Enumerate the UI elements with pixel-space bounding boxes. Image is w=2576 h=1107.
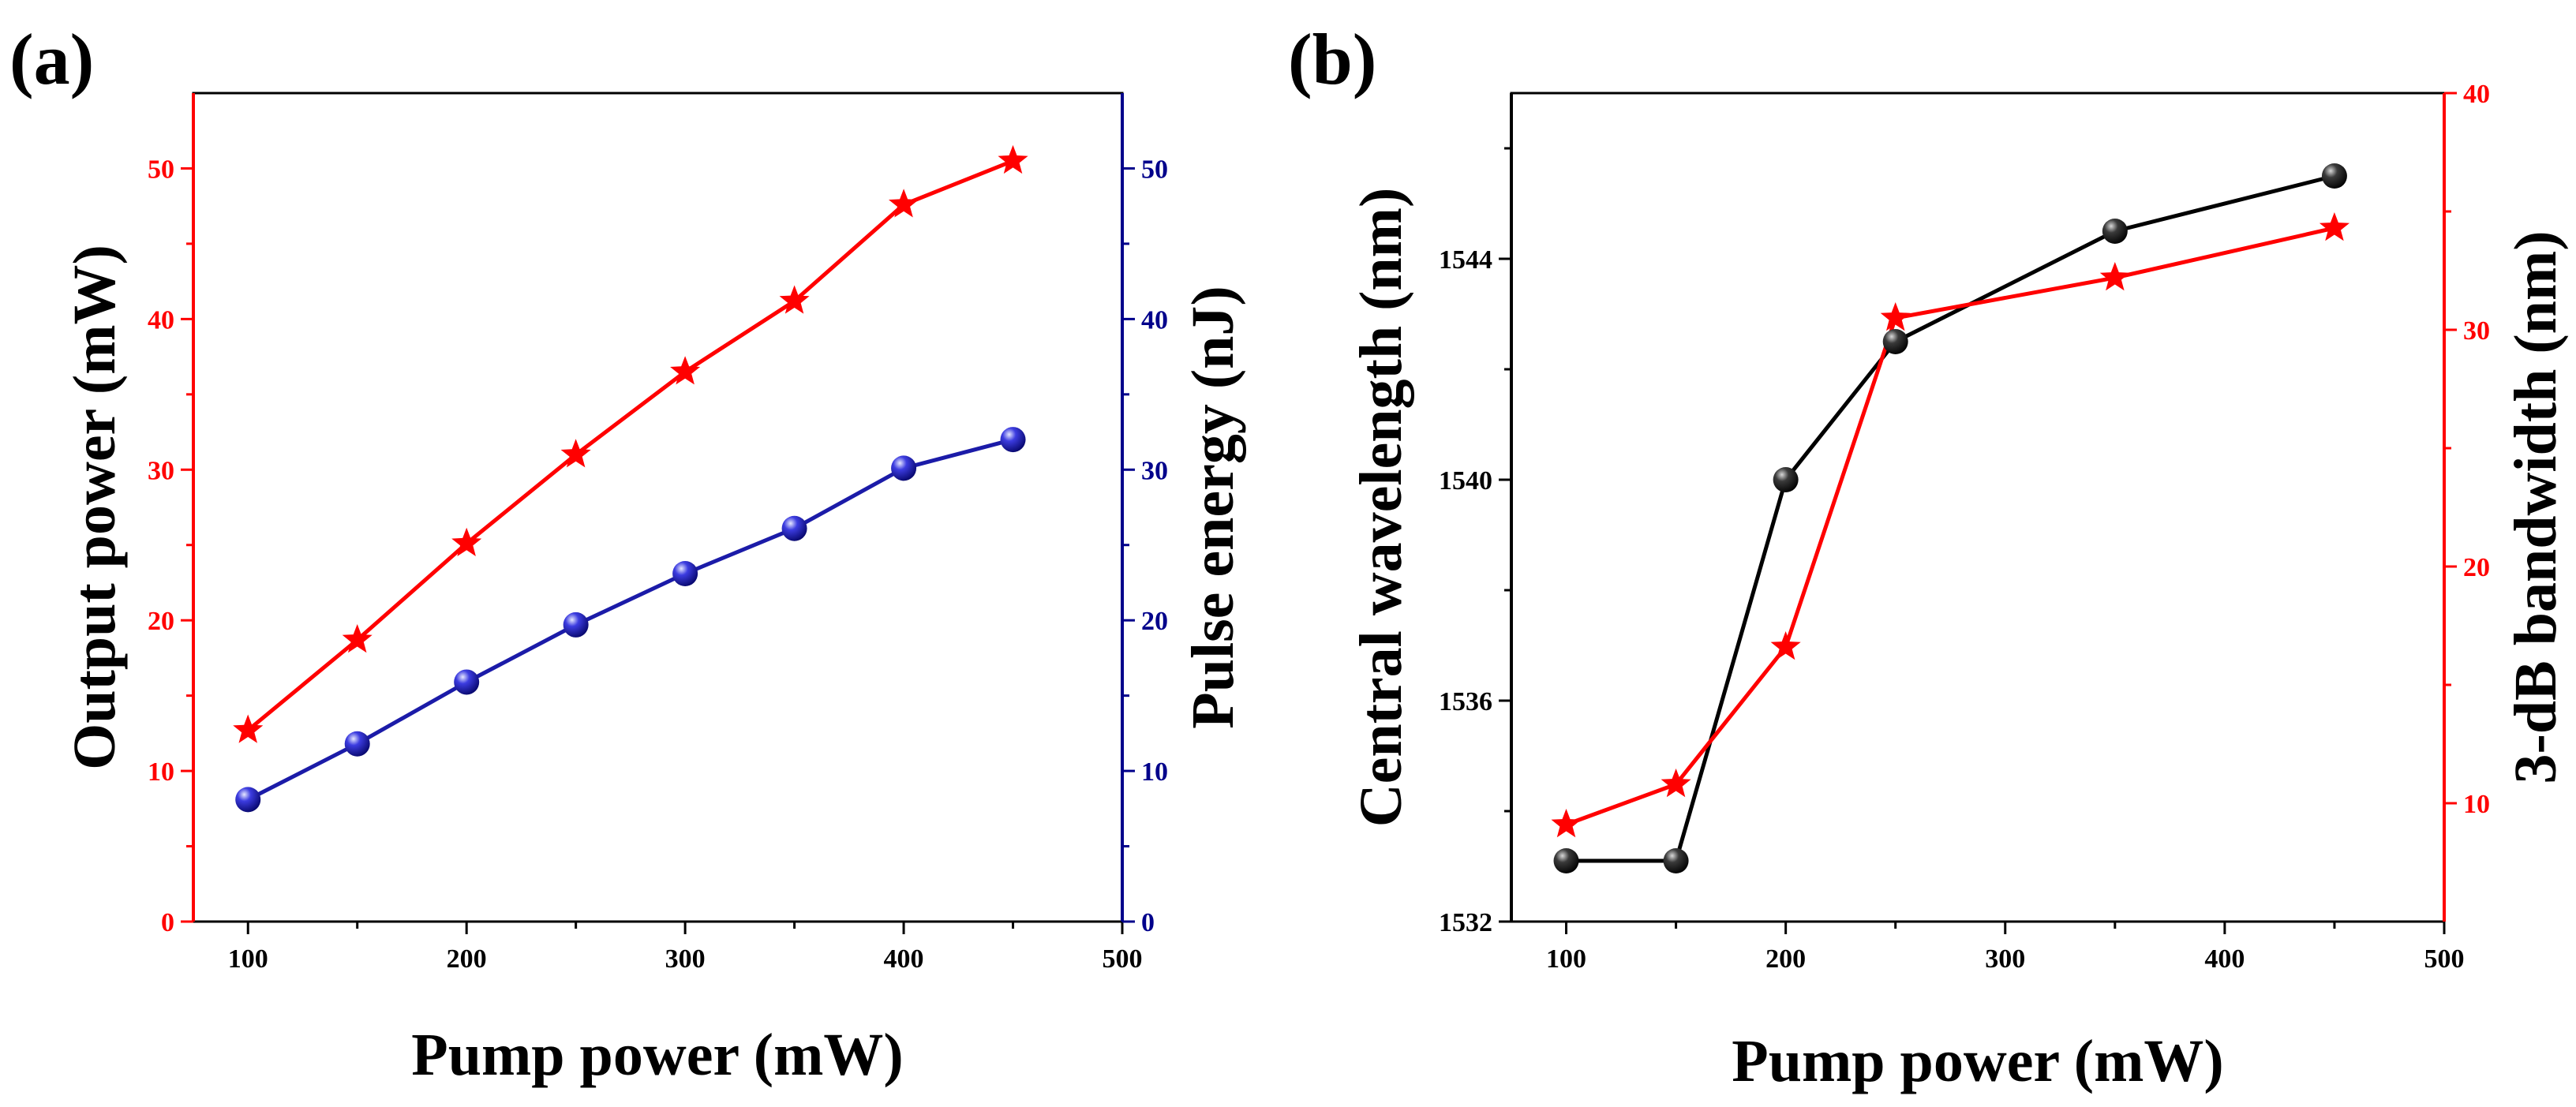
y2-tick-label: 20 [2463, 553, 2490, 582]
y-tick-label: 30 [148, 456, 174, 485]
chart-a: (a) 100 200 300 400 500 0 10 20 30 40 50 0 10 20 30 4… [9, 19, 1246, 1088]
panel-label-b: (b) [1288, 19, 1376, 99]
data-point-ball [235, 787, 261, 813]
y-tick-label: 1536 [1439, 687, 1492, 716]
x-ticks-a: 100 200 300 400 500 [228, 922, 1143, 974]
data-point-star [889, 189, 919, 218]
x-axis-title-b: Pump power (mW) [1732, 1028, 2223, 1094]
y2-axis-title-a: Pulse energy (nJ) [1180, 286, 1246, 728]
series-line-central-wavelength [1566, 174, 2335, 863]
chart-b: (b) 100 200 300 400 500 1532 1536 1540 1544 10 2… [1288, 19, 2569, 1094]
x-tick-label: 400 [2204, 944, 2245, 974]
data-point-star [670, 356, 701, 385]
series-line-output-power [246, 159, 1014, 732]
y-tick-label: 0 [161, 908, 174, 937]
data-point-star [1661, 769, 1691, 798]
data-point-ball [2321, 163, 2347, 189]
x-tick-label: 500 [2424, 944, 2465, 974]
series-markers-a [233, 144, 1028, 813]
y-tick-label: 10 [148, 757, 174, 787]
data-point-ball [344, 731, 370, 757]
x-tick-label: 300 [665, 944, 706, 974]
y-tick-label: 1532 [1439, 908, 1492, 937]
y2-tick-label: 30 [1141, 456, 1168, 485]
data-point-star [779, 285, 810, 314]
x-ticks-b: 100 200 300 400 500 [1546, 922, 2465, 974]
series-line-3-db-bandwidth [1565, 226, 2335, 827]
y2-ticks-b: 10 20 30 40 [2444, 80, 2490, 819]
panel-label-a: (a) [9, 19, 94, 99]
data-point-ball [1663, 848, 1689, 873]
data-point-star [451, 527, 482, 556]
data-point-ball [1773, 467, 1799, 492]
data-point-star [2319, 212, 2349, 241]
data-point-ball [1553, 848, 1579, 873]
plot-frame-a [192, 92, 1124, 923]
data-point-ball [781, 515, 807, 541]
y2-tick-label: 20 [1141, 607, 1168, 636]
series-line-pulse-energy [247, 437, 1014, 802]
data-point-star [233, 714, 264, 743]
data-point-ball [1000, 427, 1026, 453]
y-tick-label: 1540 [1439, 466, 1492, 496]
y-tick-label: 40 [148, 305, 174, 335]
x-tick-label: 200 [1765, 944, 1806, 974]
y-tick-label: 20 [148, 607, 174, 636]
y-ticks-a: 0 10 20 30 40 50 [148, 155, 193, 937]
y2-axis-title-b: 3-dB bandwidth (nm) [2503, 230, 2569, 784]
y2-tick-label: 30 [2463, 316, 2490, 346]
y2-tick-label: 40 [2463, 80, 2490, 109]
x-tick-label: 400 [884, 944, 924, 974]
series-lines-a [246, 159, 1014, 802]
data-point-ball [891, 455, 917, 481]
x-axis-title-a: Pump power (mW) [411, 1022, 903, 1088]
data-point-star [342, 624, 373, 653]
data-point-star [1880, 302, 1911, 331]
y2-tick-label: 50 [1141, 155, 1168, 184]
y-axis-title-a: Output power (mW) [62, 245, 128, 770]
y-ticks-b: 1532 1536 1540 1544 [1439, 147, 1511, 937]
series-markers-b [1551, 163, 2349, 873]
data-point-ball [672, 561, 698, 586]
x-tick-label: 100 [228, 944, 268, 974]
x-tick-label: 300 [1985, 944, 2025, 974]
series-lines-b [1565, 174, 2335, 863]
data-point-ball [1882, 329, 1908, 354]
y-axis-title-b: Central wavelength (nm) [1348, 188, 1414, 828]
y2-tick-label: 10 [1141, 757, 1168, 787]
x-tick-label: 200 [447, 944, 487, 974]
data-point-star [998, 144, 1028, 174]
x-tick-label: 100 [1546, 944, 1586, 974]
data-point-star [1551, 809, 1582, 838]
y2-tick-label: 10 [2463, 790, 2490, 819]
y2-tick-label: 0 [1141, 908, 1155, 937]
x-tick-label: 500 [1103, 944, 1143, 974]
y2-tick-label: 40 [1141, 305, 1168, 335]
y-tick-label: 50 [148, 155, 174, 184]
y-tick-label: 1544 [1439, 245, 1492, 275]
data-point-ball [2102, 219, 2128, 244]
y2-ticks-a: 0 10 20 30 40 50 [1122, 155, 1168, 937]
data-point-star [1770, 631, 1801, 660]
data-point-ball [454, 669, 480, 695]
data-point-star [560, 439, 591, 468]
plot-frame-b [1510, 92, 2446, 923]
data-point-ball [563, 611, 589, 638]
data-point-star [2099, 262, 2130, 291]
